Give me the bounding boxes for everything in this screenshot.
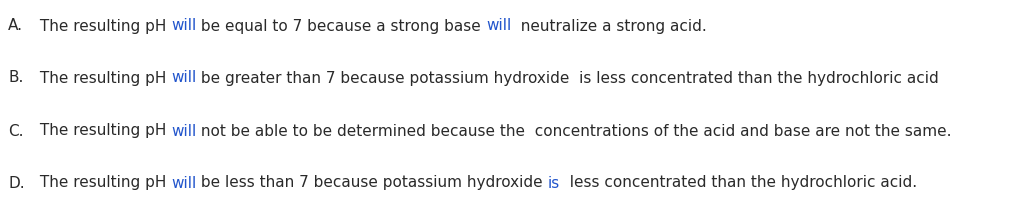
Text: will: will — [172, 71, 197, 85]
Text: D.: D. — [8, 176, 24, 190]
Text: The resulting pH: The resulting pH — [35, 71, 172, 85]
Text: will: will — [172, 176, 197, 190]
Text: be greater than 7 because potassium hydroxide  is less concentrated than the hyd: be greater than 7 because potassium hydr… — [197, 71, 939, 85]
Text: The resulting pH: The resulting pH — [35, 18, 172, 34]
Text: is: is — [548, 176, 561, 190]
Text: A.: A. — [8, 18, 23, 34]
Text: will: will — [486, 18, 511, 34]
Text: B.: B. — [8, 71, 23, 85]
Text: neutralize a strong acid.: neutralize a strong acid. — [511, 18, 707, 34]
Text: be less than 7 because potassium hydroxide: be less than 7 because potassium hydroxi… — [197, 176, 548, 190]
Text: C.: C. — [8, 123, 23, 139]
Text: will: will — [172, 18, 197, 34]
Text: The resulting pH: The resulting pH — [35, 123, 172, 139]
Text: not be able to be determined because the  concentrations of the acid and base ar: not be able to be determined because the… — [197, 123, 952, 139]
Text: less concentrated than the hydrochloric acid.: less concentrated than the hydrochloric … — [561, 176, 917, 190]
Text: will: will — [172, 123, 197, 139]
Text: be equal to 7 because a strong base: be equal to 7 because a strong base — [197, 18, 486, 34]
Text: The resulting pH: The resulting pH — [35, 176, 172, 190]
